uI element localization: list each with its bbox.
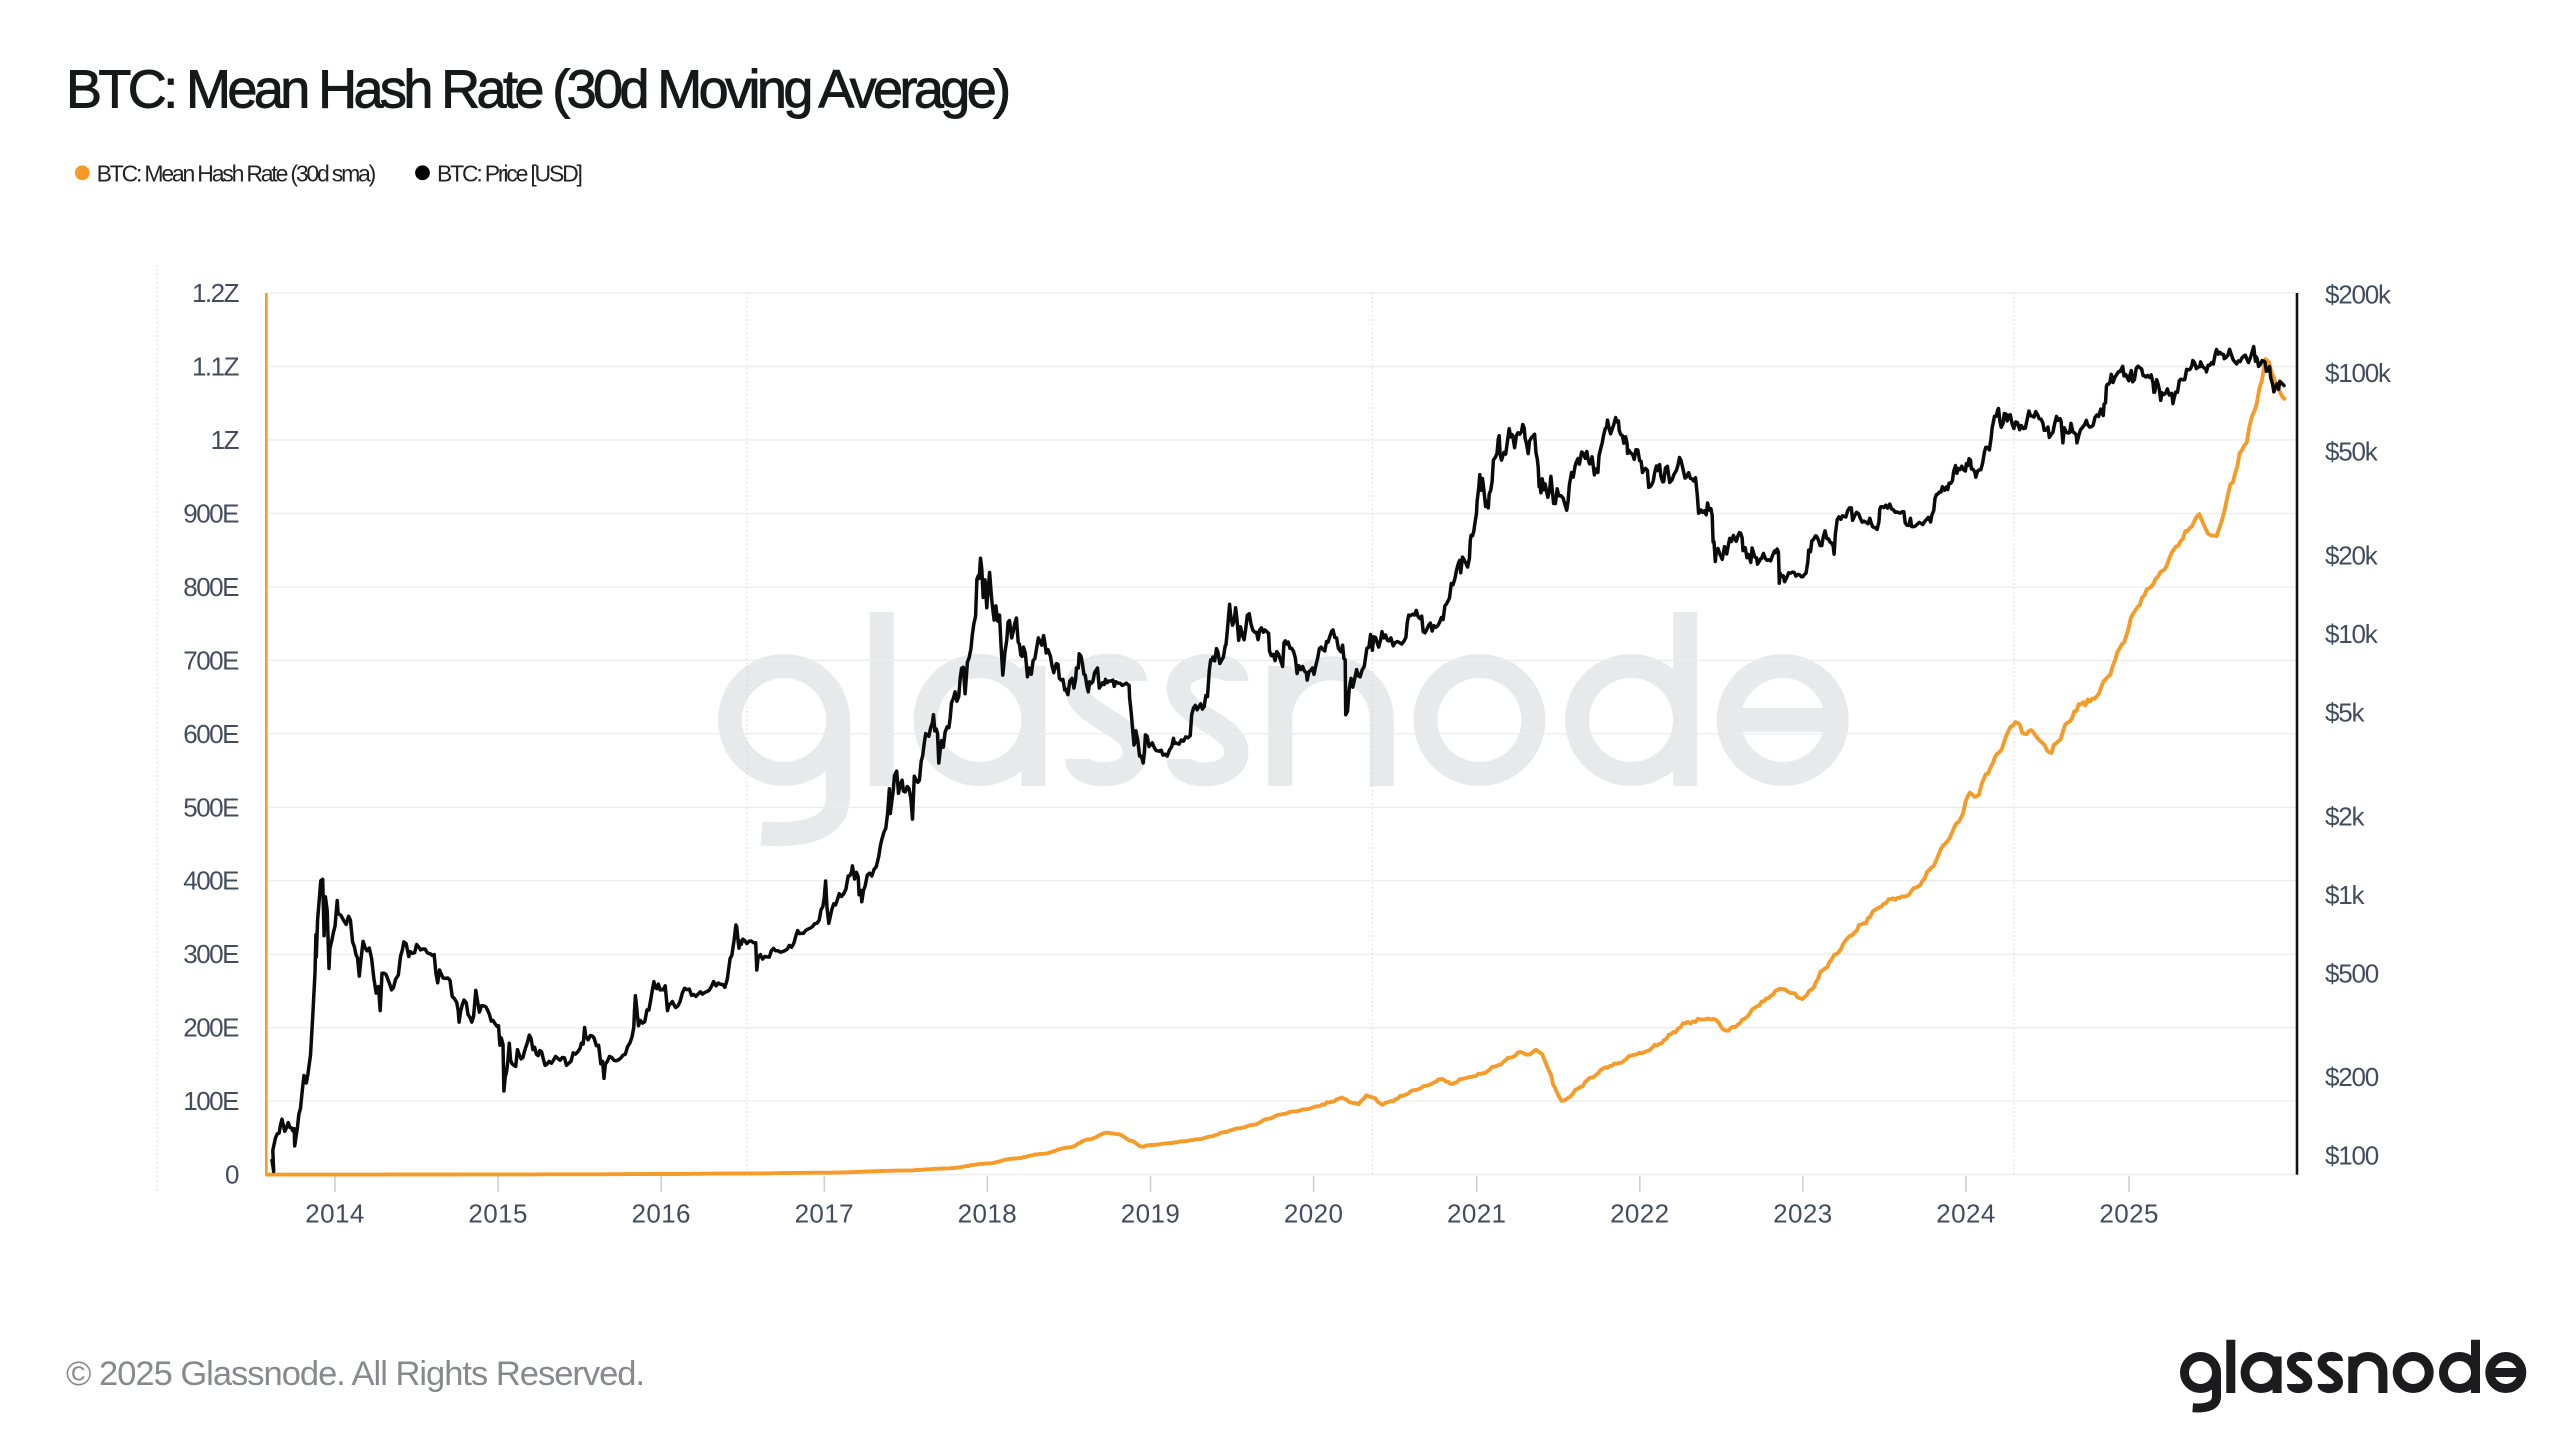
svg-text:600E: 600E bbox=[183, 719, 239, 749]
svg-text:2019: 2019 bbox=[1121, 1199, 1180, 1229]
svg-text:1.2Z: 1.2Z bbox=[192, 278, 240, 308]
svg-text:900E: 900E bbox=[183, 498, 239, 528]
svg-text:BTC: Mean Hash Rate (30d Movin: BTC: Mean Hash Rate (30d Moving Average) bbox=[66, 60, 1008, 120]
svg-text:$100: $100 bbox=[2325, 1141, 2379, 1171]
svg-text:500E: 500E bbox=[183, 792, 239, 822]
svg-text:$5k: $5k bbox=[2325, 697, 2366, 727]
svg-text:2021: 2021 bbox=[1447, 1199, 1506, 1229]
svg-text:$100k: $100k bbox=[2325, 358, 2392, 388]
svg-text:© 2025 Glassnode. All Rights R: © 2025 Glassnode. All Rights Reserved. bbox=[66, 1355, 644, 1393]
svg-text:2025: 2025 bbox=[2099, 1199, 2158, 1229]
svg-text:700E: 700E bbox=[183, 645, 239, 675]
svg-text:$200k: $200k bbox=[2325, 280, 2392, 310]
svg-text:1Z: 1Z bbox=[211, 425, 240, 455]
svg-text:2015: 2015 bbox=[468, 1199, 527, 1229]
svg-text:400E: 400E bbox=[183, 866, 239, 896]
svg-text:$50k: $50k bbox=[2325, 437, 2379, 467]
svg-text:2024: 2024 bbox=[1936, 1199, 1995, 1229]
svg-text:300E: 300E bbox=[183, 939, 239, 969]
svg-text:100E: 100E bbox=[183, 1086, 239, 1116]
svg-text:800E: 800E bbox=[183, 572, 239, 602]
svg-text:0: 0 bbox=[225, 1160, 239, 1190]
svg-text:2017: 2017 bbox=[795, 1199, 854, 1229]
svg-text:2014: 2014 bbox=[305, 1199, 364, 1229]
svg-text:2016: 2016 bbox=[631, 1199, 690, 1229]
svg-text:$20k: $20k bbox=[2325, 540, 2379, 570]
svg-text:BTC: Mean Hash Rate (30d sma): BTC: Mean Hash Rate (30d sma) bbox=[97, 161, 376, 187]
svg-text:2023: 2023 bbox=[1773, 1199, 1832, 1229]
svg-text:$2k: $2k bbox=[2325, 801, 2366, 831]
svg-text:2020: 2020 bbox=[1284, 1199, 1343, 1229]
svg-text:2018: 2018 bbox=[958, 1199, 1017, 1229]
svg-text:$200: $200 bbox=[2325, 1062, 2379, 1092]
svg-text:BTC: Price [USD]: BTC: Price [USD] bbox=[437, 161, 582, 187]
svg-text:2022: 2022 bbox=[1610, 1199, 1669, 1229]
svg-text:$10k: $10k bbox=[2325, 619, 2379, 649]
svg-text:200E: 200E bbox=[183, 1013, 239, 1043]
svg-text:$500: $500 bbox=[2325, 958, 2379, 988]
svg-text:$1k: $1k bbox=[2325, 880, 2366, 910]
svg-text:1.1Z: 1.1Z bbox=[192, 352, 240, 382]
